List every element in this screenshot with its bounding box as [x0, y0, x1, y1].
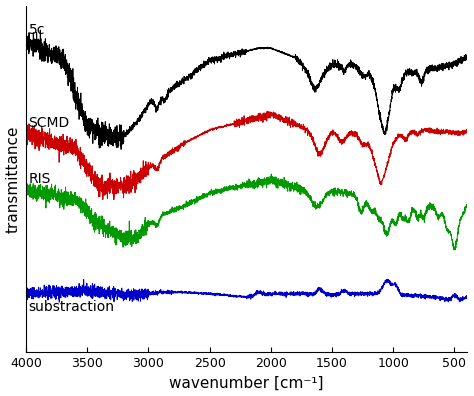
Text: substraction: substraction [28, 300, 115, 314]
Text: 5c: 5c [28, 23, 45, 37]
Y-axis label: transmittance: transmittance [6, 125, 20, 232]
Text: SCMD: SCMD [28, 116, 70, 129]
Text: RIS: RIS [28, 171, 51, 186]
X-axis label: wavenumber [cm⁻¹]: wavenumber [cm⁻¹] [169, 375, 324, 390]
